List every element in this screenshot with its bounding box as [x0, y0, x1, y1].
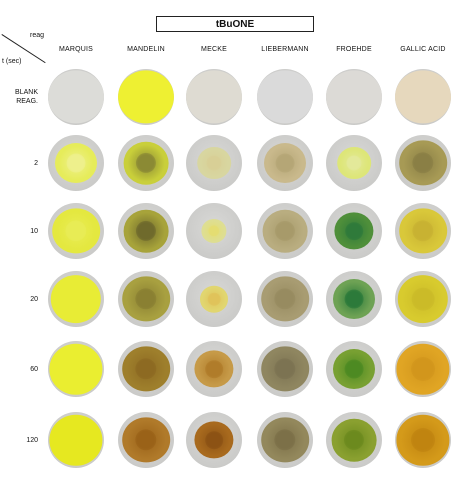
spot-plate-well — [48, 341, 104, 397]
reaction-core — [208, 225, 220, 237]
reaction-core — [205, 431, 223, 449]
spot-plate-well — [326, 69, 382, 125]
spot-plate-well — [257, 203, 313, 259]
row-label: 10 — [30, 227, 38, 235]
reaction-core — [135, 358, 157, 380]
spot-plate-well — [48, 203, 104, 259]
reaction-core — [412, 220, 434, 242]
spot-plate-well — [257, 271, 313, 327]
spot-plate-well — [326, 341, 382, 397]
column-header-froehde: FROEHDE — [336, 46, 372, 53]
reaction-core — [135, 152, 157, 174]
spot-plate-well — [395, 203, 451, 259]
spot-plate-well — [186, 341, 242, 397]
reaction-core — [135, 429, 157, 451]
reaction-core — [275, 153, 295, 173]
reaction-core — [66, 153, 86, 173]
reaction-stain — [257, 70, 313, 124]
spot-plate-well — [186, 69, 242, 125]
spot-plate-well — [118, 271, 174, 327]
reaction-core — [343, 429, 365, 451]
reaction-core — [274, 358, 296, 380]
spot-plate-well — [48, 271, 104, 327]
reaction-core — [345, 222, 363, 240]
spot-plate-well — [395, 412, 451, 468]
column-header-mecke: MECKE — [201, 46, 227, 53]
row-label: 2 — [34, 159, 38, 167]
reaction-stain — [49, 414, 103, 466]
spot-plate-well — [186, 412, 242, 468]
spot-plate-well — [118, 135, 174, 191]
row-label: 20 — [30, 295, 38, 303]
row-label: 120 — [26, 436, 38, 444]
reaction-core — [344, 359, 364, 379]
spot-plate-well — [326, 412, 382, 468]
reaction-core — [274, 220, 296, 242]
reaction-core — [344, 289, 364, 309]
spot-plate-well — [395, 135, 451, 191]
reaction-core — [205, 360, 223, 378]
reaction-stain — [48, 70, 104, 124]
corner-time-label: t (sec) — [2, 58, 22, 65]
reaction-core — [411, 357, 435, 381]
spot-plate-well — [257, 69, 313, 125]
reaction-core — [411, 287, 435, 311]
reaction-core — [206, 155, 222, 171]
reaction-stain — [326, 70, 382, 124]
spot-plate-well — [186, 203, 242, 259]
reaction-core — [135, 288, 157, 310]
reaction-stain — [395, 70, 451, 124]
corner-reagent-label: reag — [30, 32, 45, 39]
reaction-core — [346, 155, 362, 171]
spot-plate-well — [118, 341, 174, 397]
reaction-stain — [50, 275, 102, 323]
column-header-mandelin: MANDELIN — [127, 46, 165, 53]
spot-plate-well — [118, 412, 174, 468]
spot-plate-well — [326, 271, 382, 327]
spot-plate-well — [186, 271, 242, 327]
row-label: BLANK REAG. — [15, 89, 38, 105]
reaction-core — [274, 429, 296, 451]
column-header-gallic-acid: GALLIC ACID — [400, 46, 446, 53]
spot-plate-well — [48, 69, 104, 125]
spot-plate-well — [118, 203, 174, 259]
spot-plate-well — [118, 69, 174, 125]
spot-plate-well — [257, 135, 313, 191]
spot-plate-well — [48, 135, 104, 191]
spot-plate-well — [257, 412, 313, 468]
column-header-liebermann: LIEBERMANN — [261, 46, 309, 53]
reaction-core — [411, 428, 435, 452]
reaction-core — [412, 152, 434, 174]
column-header-marquis: MARQUIS — [58, 46, 94, 53]
reaction-core — [274, 288, 296, 310]
figure-title: tBuONE — [156, 16, 314, 32]
reaction-core — [135, 220, 157, 242]
reaction-core — [207, 292, 221, 306]
row-label: 60 — [30, 365, 38, 373]
reaction-core — [65, 220, 87, 242]
reaction-stain — [49, 343, 103, 395]
spot-plate-well — [395, 271, 451, 327]
reaction-stain — [186, 70, 242, 124]
spot-plate-well — [257, 341, 313, 397]
spot-plate-well — [395, 69, 451, 125]
reaction-stain — [118, 70, 174, 124]
spot-plate-well — [48, 412, 104, 468]
spot-plate-well — [186, 135, 242, 191]
spot-plate-well — [395, 341, 451, 397]
spot-plate-well — [326, 203, 382, 259]
spot-plate-well — [326, 135, 382, 191]
